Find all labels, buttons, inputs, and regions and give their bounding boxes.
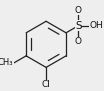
Text: S: S	[75, 21, 82, 31]
Text: O: O	[75, 37, 82, 46]
Text: OH: OH	[89, 21, 103, 30]
Text: O: O	[75, 6, 82, 15]
Text: CH₃: CH₃	[0, 58, 13, 67]
Text: Cl: Cl	[42, 80, 51, 89]
